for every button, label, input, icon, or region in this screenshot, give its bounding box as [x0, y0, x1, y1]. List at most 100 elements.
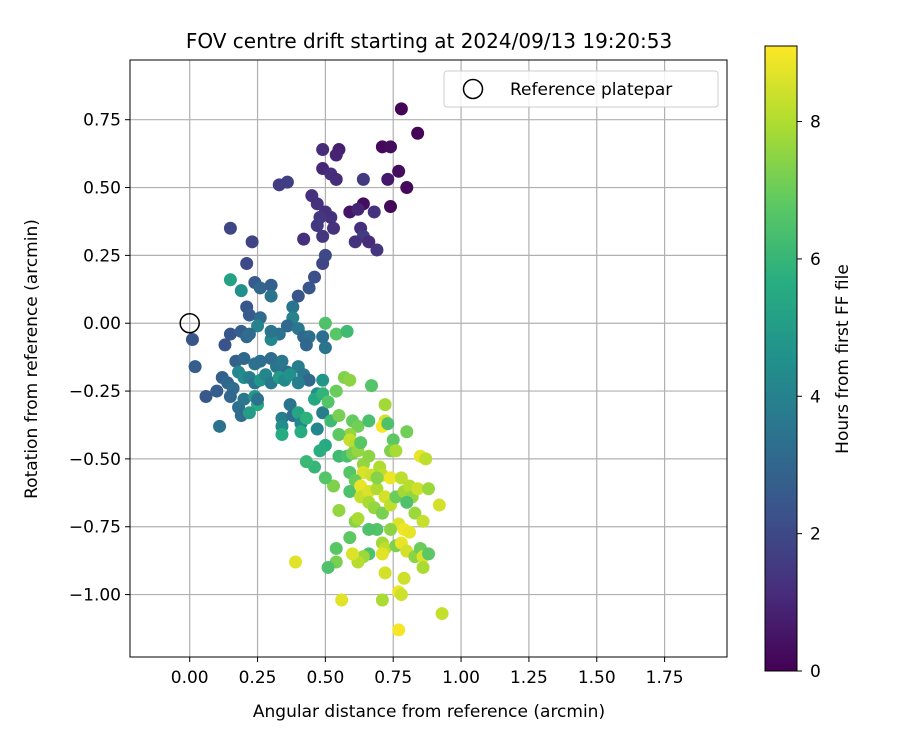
data-point	[375, 547, 389, 561]
data-point	[264, 324, 278, 338]
x-axis-label: Angular distance from reference (arcmin)	[253, 702, 605, 722]
data-point	[280, 175, 294, 189]
y-tick-label: −1.00	[69, 586, 121, 606]
y-tick-label: 0.75	[83, 111, 121, 131]
data-point	[245, 235, 259, 249]
data-points	[179, 102, 449, 637]
data-point	[242, 327, 256, 341]
data-point	[422, 482, 435, 496]
data-point	[400, 181, 414, 195]
data-point	[291, 289, 305, 303]
legend-label-reference-platepar: Reference platepar	[510, 80, 672, 100]
colorbar-tick-label: 4	[810, 387, 821, 407]
data-point	[416, 514, 430, 528]
data-point	[403, 525, 417, 539]
data-point	[381, 172, 395, 186]
data-point	[394, 471, 408, 485]
data-point	[384, 471, 398, 485]
y-tick-label: −0.50	[69, 450, 121, 470]
data-point	[318, 471, 332, 485]
data-point	[343, 531, 357, 545]
x-tick-label: 1.25	[510, 668, 548, 688]
data-point	[321, 560, 335, 574]
data-point	[316, 373, 330, 387]
data-point	[400, 495, 414, 509]
data-point	[335, 593, 349, 607]
colorbar	[764, 45, 798, 672]
data-point	[237, 392, 251, 406]
data-point	[332, 408, 346, 422]
data-point	[351, 202, 365, 216]
chart-title: FOV centre drift starting at 2024/09/13 …	[186, 29, 672, 53]
data-point	[356, 172, 370, 186]
colorbar-label: Hours from first FF file	[833, 264, 853, 454]
data-point	[435, 607, 449, 621]
data-point	[242, 308, 256, 322]
colorbar-tick-label: 2	[810, 525, 821, 545]
data-point	[343, 373, 357, 387]
data-point	[188, 360, 202, 374]
data-point	[316, 143, 330, 157]
x-tick-label: 0.75	[374, 668, 412, 688]
data-point	[251, 319, 265, 333]
data-point	[291, 376, 305, 390]
data-point	[389, 444, 403, 458]
data-point	[223, 327, 237, 341]
data-point	[283, 398, 297, 412]
data-point	[299, 411, 313, 425]
data-point	[327, 221, 341, 235]
data-point	[297, 232, 311, 246]
y-axis-label: Rotation from reference (arcmin)	[22, 219, 42, 499]
plot-frame	[129, 59, 728, 658]
data-point	[411, 482, 425, 496]
data-point	[343, 484, 357, 498]
data-point	[237, 352, 251, 365]
y-tick-label: 0.00	[83, 314, 121, 334]
data-point	[332, 427, 346, 441]
data-point	[299, 338, 313, 352]
x-tick-label: 1.00	[442, 668, 480, 688]
y-tick-label: −0.75	[69, 518, 121, 538]
x-tick-label: 1.50	[578, 668, 616, 688]
data-point	[223, 221, 237, 235]
data-point	[240, 257, 254, 271]
x-tick-label: 0.50	[306, 668, 344, 688]
data-point	[275, 354, 289, 368]
data-point	[289, 555, 303, 569]
data-point	[310, 219, 324, 233]
data-point	[313, 444, 327, 458]
data-point	[286, 300, 300, 314]
legend-marker-reference-platepar	[462, 78, 484, 100]
data-point	[384, 522, 398, 536]
data-point	[432, 498, 446, 512]
data-point	[329, 148, 343, 162]
data-point	[234, 284, 248, 298]
data-point	[392, 623, 406, 637]
data-point	[294, 425, 308, 439]
data-point	[318, 341, 332, 355]
data-point	[384, 140, 398, 154]
data-point	[362, 522, 376, 536]
data-point	[378, 398, 392, 412]
data-point	[367, 205, 381, 219]
data-point	[185, 333, 199, 347]
data-point	[394, 102, 408, 116]
data-point	[329, 541, 343, 555]
x-tick-label: 0.00	[171, 668, 209, 688]
x-tick-label: 0.25	[239, 668, 277, 688]
data-point	[392, 164, 406, 178]
data-point	[308, 270, 322, 284]
data-point	[329, 384, 343, 398]
data-point	[370, 471, 384, 485]
data-point	[329, 327, 343, 341]
data-point	[283, 368, 297, 382]
data-point	[218, 338, 232, 352]
data-point	[264, 289, 278, 303]
data-point	[242, 406, 256, 420]
data-point	[275, 427, 289, 441]
data-point	[329, 172, 343, 186]
data-point	[316, 330, 330, 344]
colorbar-ticks: 0 2 4 6 8	[797, 113, 821, 682]
data-point	[316, 257, 330, 271]
y-tick-label: 0.50	[83, 179, 121, 199]
